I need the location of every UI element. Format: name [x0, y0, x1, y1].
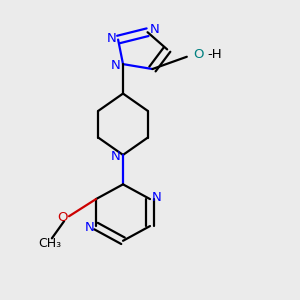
Text: N: N [149, 23, 159, 36]
Text: -H: -H [208, 48, 222, 61]
Text: N: N [111, 150, 121, 163]
Text: N: N [106, 32, 116, 45]
Text: N: N [152, 191, 162, 204]
Text: CH₃: CH₃ [38, 237, 61, 250]
Text: N: N [84, 221, 94, 234]
Text: O: O [57, 211, 68, 224]
Text: O: O [194, 48, 204, 61]
Text: N: N [111, 59, 121, 72]
